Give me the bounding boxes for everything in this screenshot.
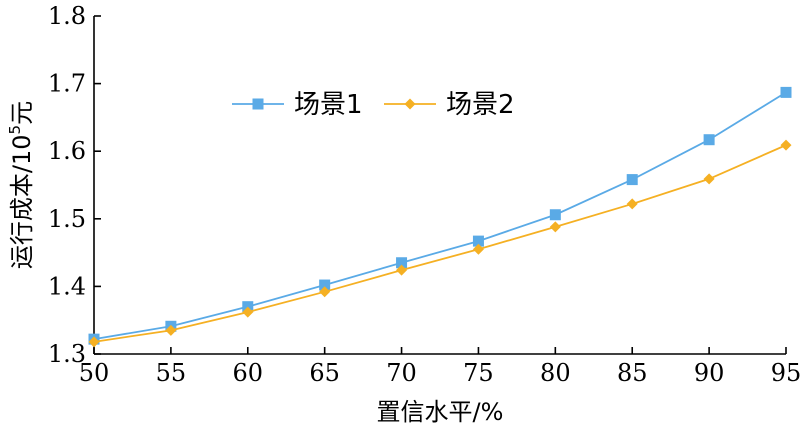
data-point [703, 173, 715, 185]
ticks: 1.3 1.4 1.5 1.6 1.7 1.8 50 55 60 65 70 75 80 85 90 95 [48, 2, 800, 387]
data-point [472, 243, 484, 255]
data-point [319, 279, 331, 291]
data-point [549, 221, 561, 233]
data-point [703, 134, 715, 146]
y-axis-title-main: 运行成本/10 [8, 134, 36, 269]
legend-marker [404, 98, 416, 110]
x-axis-title: 置信水平/% [377, 398, 504, 426]
series-line [93, 91, 787, 341]
series-layer [88, 86, 792, 348]
legend-item-1: 场景1 [232, 90, 363, 120]
series-line [93, 144, 787, 343]
legend-marker [252, 98, 264, 110]
x-tick-label: 80 [540, 359, 571, 387]
x-tick-label: 70 [386, 359, 417, 387]
y-axis-title-unit: 元 [8, 101, 36, 125]
data-point [472, 235, 484, 247]
series-2 [88, 139, 792, 348]
legend: 场景1 场景2 [232, 90, 515, 120]
x-tick-label: 60 [233, 359, 264, 387]
x-tick-label: 50 [79, 359, 110, 387]
data-point [319, 286, 331, 298]
data-point [780, 139, 792, 151]
y-tick-label: 1.5 [48, 205, 86, 233]
x-tick-label: 90 [694, 359, 725, 387]
legend-item-2: 场景2 [384, 90, 515, 120]
data-point [242, 306, 254, 318]
y-axis-title-superscript: 5 [6, 125, 24, 135]
series-1 [88, 86, 792, 345]
legend-label: 场景1 [294, 90, 363, 120]
x-tick-label: 95 [771, 359, 800, 387]
data-point [780, 86, 792, 98]
y-tick-label: 1.4 [48, 272, 86, 300]
y-axis-title: 运行成本/105元 [6, 101, 36, 269]
axes [93, 16, 786, 355]
data-point [626, 174, 638, 186]
data-point [396, 257, 408, 269]
data-point [165, 324, 177, 336]
y-tick-label: 1.8 [48, 2, 86, 30]
y-tick-label: 1.7 [48, 70, 86, 98]
x-tick-label: 55 [156, 359, 187, 387]
x-tick-label: 65 [309, 359, 340, 387]
data-point [88, 336, 100, 348]
data-point [626, 198, 638, 210]
data-point [549, 209, 561, 221]
data-point [396, 264, 408, 276]
y-tick-label: 1.3 [48, 340, 86, 368]
y-tick-label: 1.6 [48, 137, 86, 165]
legend-label: 场景2 [446, 90, 515, 120]
x-tick-label: 75 [463, 359, 494, 387]
x-tick-label: 85 [617, 359, 648, 387]
